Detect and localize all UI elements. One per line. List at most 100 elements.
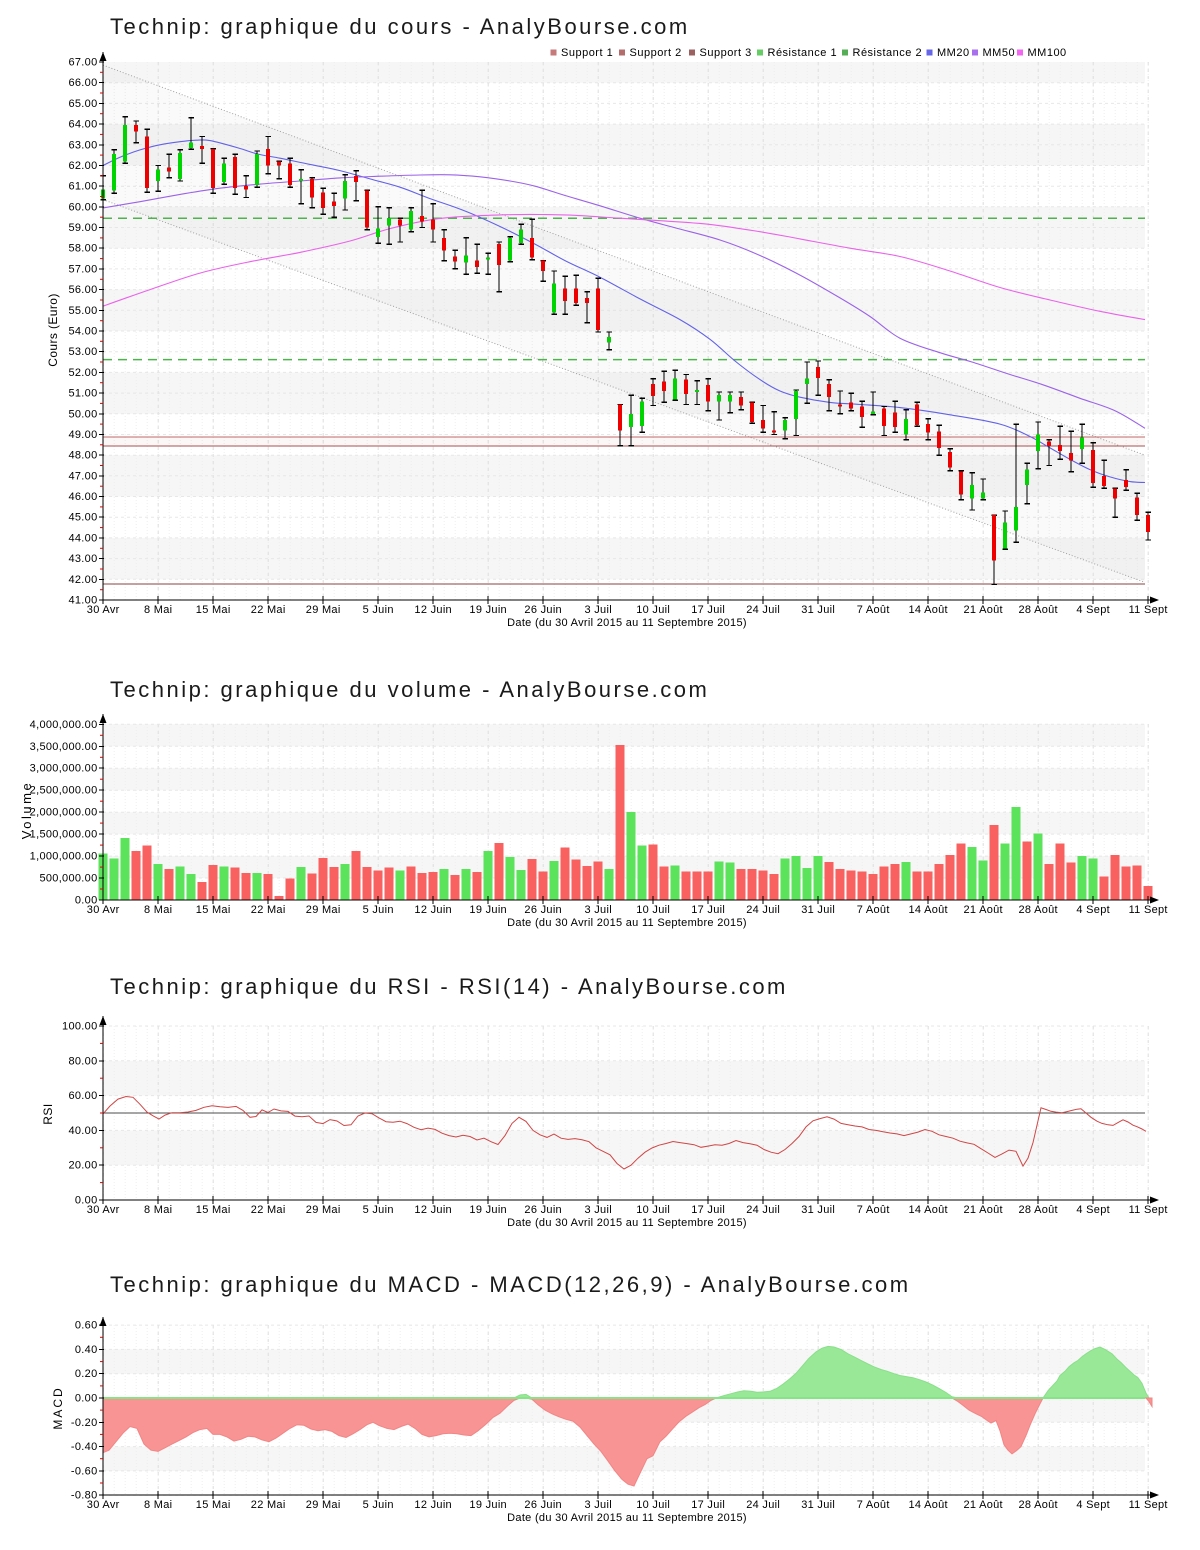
svg-text:62.00: 62.00 (68, 160, 97, 172)
svg-text:24 Juil: 24 Juil (746, 904, 780, 916)
svg-text:17 Juil: 17 Juil (691, 904, 725, 916)
svg-text:Date (du 30 Avril 2015 au 11 S: Date (du 30 Avril 2015 au 11 Septembre 2… (507, 1512, 747, 1524)
svg-text:14 Août: 14 Août (908, 1499, 947, 1511)
svg-text:19 Juin: 19 Juin (469, 1499, 507, 1511)
svg-text:12 Juin: 12 Juin (414, 1204, 452, 1216)
svg-text:2,000,000.00: 2,000,000.00 (30, 807, 98, 819)
svg-text:22 Mai: 22 Mai (251, 604, 286, 616)
svg-text:41.00: 41.00 (68, 595, 97, 607)
svg-text:30 Avr: 30 Avr (87, 1499, 120, 1511)
svg-text:17 Juil: 17 Juil (691, 1499, 725, 1511)
svg-text:28 Août: 28 Août (1018, 604, 1057, 616)
svg-text:Technip: graphique du cours -: Technip: graphique du cours - AnalyBours… (110, 14, 690, 39)
svg-text:49.00: 49.00 (68, 429, 97, 441)
svg-text:64.00: 64.00 (68, 119, 97, 131)
svg-text:7 Août: 7 Août (857, 1204, 890, 1216)
svg-text:11 Sept: 11 Sept (1129, 1204, 1168, 1216)
svg-text:26 Juin: 26 Juin (524, 604, 562, 616)
svg-text:17 Juil: 17 Juil (691, 604, 725, 616)
svg-text:12 Juin: 12 Juin (414, 904, 452, 916)
svg-text:47.00: 47.00 (68, 470, 97, 482)
svg-text:46.00: 46.00 (68, 491, 97, 503)
svg-text:0.20: 0.20 (75, 1368, 98, 1380)
svg-text:14 Août: 14 Août (908, 904, 947, 916)
svg-text:15 Mai: 15 Mai (196, 1499, 231, 1511)
svg-text:Résistance 2: Résistance 2 (853, 47, 923, 59)
svg-text:3 Juil: 3 Juil (584, 604, 611, 616)
svg-text:Résistance 1: Résistance 1 (768, 47, 838, 59)
svg-text:31 Juil: 31 Juil (801, 904, 835, 916)
svg-text:5 Juin: 5 Juin (363, 904, 394, 916)
svg-text:0.00: 0.00 (75, 1393, 98, 1405)
svg-text:53.00: 53.00 (68, 346, 97, 358)
svg-text:-0.40: -0.40 (71, 1441, 98, 1453)
svg-text:7 Août: 7 Août (857, 604, 890, 616)
svg-text:28 Août: 28 Août (1018, 1204, 1057, 1216)
svg-text:4 Sept: 4 Sept (1076, 904, 1110, 916)
svg-text:500,000.00: 500,000.00 (39, 873, 97, 885)
svg-text:0.60: 0.60 (75, 1320, 98, 1332)
svg-text:0.00: 0.00 (75, 895, 98, 907)
svg-text:Cours (Euro): Cours (Euro) (46, 293, 60, 366)
svg-text:30 Avr: 30 Avr (87, 1204, 120, 1216)
svg-text:58.00: 58.00 (68, 243, 97, 255)
svg-text:31 Juil: 31 Juil (801, 1499, 835, 1511)
svg-text:8 Mai: 8 Mai (144, 1499, 172, 1511)
svg-text:24 Juil: 24 Juil (746, 1204, 780, 1216)
svg-text:RSI: RSI (41, 1103, 55, 1125)
svg-text:Support 2: Support 2 (630, 47, 682, 59)
svg-text:63.00: 63.00 (68, 139, 97, 151)
svg-text:30 Avr: 30 Avr (87, 904, 120, 916)
svg-text:4 Sept: 4 Sept (1076, 1204, 1110, 1216)
svg-text:22 Mai: 22 Mai (251, 904, 286, 916)
svg-text:15 Mai: 15 Mai (196, 604, 231, 616)
svg-text:31 Juil: 31 Juil (801, 604, 835, 616)
svg-text:29 Mai: 29 Mai (306, 1204, 341, 1216)
svg-text:65.00: 65.00 (68, 98, 97, 110)
svg-text:10 Juil: 10 Juil (636, 1204, 670, 1216)
svg-text:4 Sept: 4 Sept (1076, 604, 1110, 616)
svg-text:52.00: 52.00 (68, 367, 97, 379)
svg-text:43.00: 43.00 (68, 553, 97, 565)
svg-text:-0.20: -0.20 (71, 1417, 98, 1429)
svg-text:Date (du 30 Avril 2015 au 11 S: Date (du 30 Avril 2015 au 11 Septembre 2… (507, 917, 747, 929)
svg-text:44.00: 44.00 (68, 532, 97, 544)
svg-text:29 Mai: 29 Mai (306, 1499, 341, 1511)
svg-text:45.00: 45.00 (68, 512, 97, 524)
svg-text:1,500,000.00: 1,500,000.00 (30, 829, 98, 841)
svg-text:56.00: 56.00 (68, 284, 97, 296)
svg-text:54.00: 54.00 (68, 326, 97, 338)
svg-text:8 Mai: 8 Mai (144, 604, 172, 616)
svg-text:28 Août: 28 Août (1018, 1499, 1057, 1511)
svg-text:50.00: 50.00 (68, 408, 97, 420)
svg-text:61.00: 61.00 (68, 181, 97, 193)
svg-text:MM50: MM50 (983, 47, 1016, 59)
svg-text:21 Août: 21 Août (963, 1204, 1002, 1216)
svg-text:26 Juin: 26 Juin (524, 904, 562, 916)
svg-text:Technip: graphique du volume -: Technip: graphique du volume - AnalyBour… (110, 677, 709, 702)
svg-text:80.00: 80.00 (68, 1055, 97, 1067)
svg-text:5 Juin: 5 Juin (363, 1204, 394, 1216)
svg-text:8 Mai: 8 Mai (144, 904, 172, 916)
svg-text:Support 3: Support 3 (700, 47, 752, 59)
svg-text:59.00: 59.00 (68, 222, 97, 234)
svg-text:22 Mai: 22 Mai (251, 1499, 286, 1511)
svg-text:30 Avr: 30 Avr (87, 604, 120, 616)
svg-text:1,000,000.00: 1,000,000.00 (30, 851, 98, 863)
svg-text:60.00: 60.00 (68, 201, 97, 213)
svg-text:22 Mai: 22 Mai (251, 1204, 286, 1216)
svg-text:29 Mai: 29 Mai (306, 604, 341, 616)
svg-text:Technip: graphique du RSI - RS: Technip: graphique du RSI - RSI(14) - An… (110, 974, 788, 999)
svg-text:Date (du 30 Avril 2015 au 11 S: Date (du 30 Avril 2015 au 11 Septembre 2… (507, 1217, 747, 1229)
svg-text:7 Août: 7 Août (857, 904, 890, 916)
svg-text:24 Juil: 24 Juil (746, 604, 780, 616)
svg-text:0.00: 0.00 (75, 1195, 98, 1207)
svg-text:17 Juil: 17 Juil (691, 1204, 725, 1216)
svg-text:11 Sept: 11 Sept (1129, 904, 1168, 916)
svg-text:MM100: MM100 (1028, 47, 1067, 59)
svg-text:40.00: 40.00 (68, 1125, 97, 1137)
svg-text:Volume: Volume (19, 781, 34, 839)
svg-text:3,000,000.00: 3,000,000.00 (30, 763, 98, 775)
svg-text:11 Sept: 11 Sept (1129, 1499, 1168, 1511)
svg-text:10 Juil: 10 Juil (636, 604, 670, 616)
